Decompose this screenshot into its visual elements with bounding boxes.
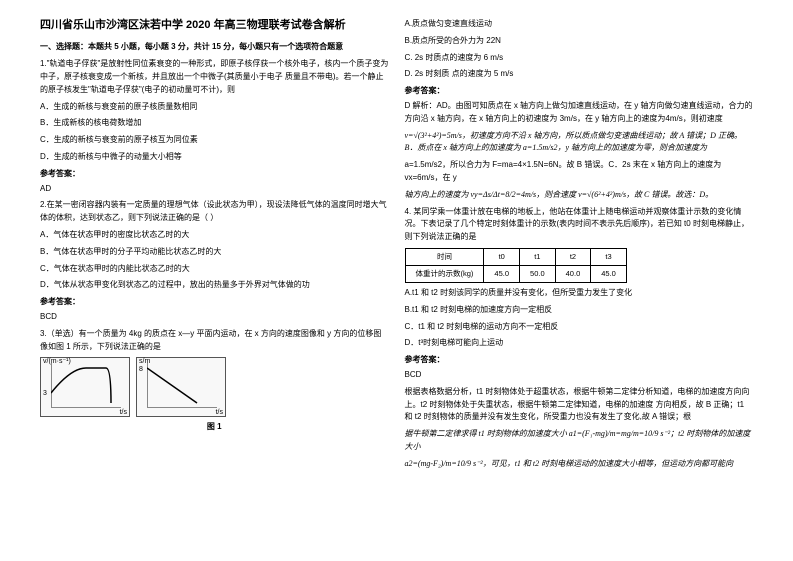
table-cell: t3 bbox=[591, 248, 627, 265]
q4-explain-1: 根据表格数据分析，t1 时刻物体处于超重状态，根据牛顿第二定律分析知道，电梯的加… bbox=[405, 386, 754, 424]
explain-1: D 解析：AD。由图可知质点在 x 轴方向上做匀加速直线运动，在 y 轴方向做匀… bbox=[405, 100, 754, 126]
line-icon bbox=[147, 363, 217, 408]
displacement-graph: s/m t/s 8 bbox=[136, 357, 226, 417]
data-table: 时间 t0 t1 t2 t3 体重计的示数(kg) 45.0 50.0 40.0… bbox=[405, 248, 627, 283]
q4-opt-b: B.t1 和 t2 时刻电梯的加速度方向一定相反 bbox=[405, 304, 754, 317]
table-cell: 45.0 bbox=[484, 265, 520, 282]
answer-head: 参考答案： bbox=[405, 354, 754, 367]
table-cell: t0 bbox=[484, 248, 520, 265]
q4-explain-3: a2=(mg-F₂)/m=10/9 s⁻²，可见，t1 和 t2 时刻电梯运动的… bbox=[405, 458, 754, 471]
q3-opt-b: B.质点所受的合外力为 22N bbox=[405, 35, 754, 48]
explain-3: a=1.5m/s2，所以合力为 F=ma=4×1.5N=6N。故 B 错误。C．… bbox=[405, 159, 754, 185]
q1-opt-b: B．生成新核的核电荷数增加 bbox=[40, 117, 389, 130]
right-column: A.质点做匀变速直线运动 B.质点所受的合外力为 22N C. 2s 时质点的速… bbox=[397, 18, 762, 543]
q2-opt-a: A．气体在状态甲时的密度比状态乙时的大 bbox=[40, 229, 389, 242]
q2-stem: 2.在某一密闭容器内装有一定质量的理想气体（设此状态为甲），现设法降低气体的温度… bbox=[40, 199, 389, 225]
q1-stem: 1."轨道电子俘获"是放射性同位素衰变的一种形式，即原子核俘获一个核外电子，核内… bbox=[40, 58, 389, 96]
ytick: 8 bbox=[139, 364, 143, 375]
x-axis-label: t/s bbox=[216, 407, 223, 418]
section-head: 一、选择题：本题共 5 小题，每小题 3 分，共计 15 分，每小题只有一个选项… bbox=[40, 41, 389, 54]
table-cell: 时间 bbox=[405, 248, 484, 265]
q2-opt-b: B．气体在状态甲时的分子平均动能比状态乙时的大 bbox=[40, 246, 389, 259]
table-cell: 体重计的示数(kg) bbox=[405, 265, 484, 282]
table-cell: 40.0 bbox=[555, 265, 591, 282]
table-cell: 50.0 bbox=[520, 265, 556, 282]
explain-4: 轴方向上的速度为 vy=Δs/Δt=8/2=4m/s，则合速度 v=√(6²+4… bbox=[405, 189, 754, 202]
table-cell: t1 bbox=[520, 248, 556, 265]
q3-stem: 3.（单选）有一个质量为 4kg 的质点在 x—y 平面内运动，在 x 方向的速… bbox=[40, 328, 389, 354]
answer-head: 参考答案： bbox=[40, 296, 389, 309]
answer-head: 参考答案： bbox=[405, 85, 754, 98]
q2-opt-c: C．气体在状态甲时的内能比状态乙时的大 bbox=[40, 263, 389, 276]
q1-answer: AD bbox=[40, 183, 389, 196]
q1-opt-c: C．生成的新核与衰变前的原子核互为同位素 bbox=[40, 134, 389, 147]
q3-opt-c: C. 2s 时质点的速度为 6 m/s bbox=[405, 52, 754, 65]
q4-opt-a: A.t1 和 t2 时刻该同学的质量并没有变化，但所受重力发生了变化 bbox=[405, 287, 754, 300]
q1-opt-d: D．生成的新核与中微子的动量大小相等 bbox=[40, 151, 389, 164]
table-row: 时间 t0 t1 t2 t3 bbox=[405, 248, 626, 265]
answer-head: 参考答案： bbox=[40, 168, 389, 181]
q3-opt-a: A.质点做匀变速直线运动 bbox=[405, 18, 754, 31]
ytick: 3 bbox=[43, 388, 47, 399]
velocity-graph: v/(m·s⁻¹) t/s 3 bbox=[40, 357, 130, 417]
q2-opt-d: D．气体从状态甲变化到状态乙的过程中，放出的热量多于外界对气体做的功 bbox=[40, 279, 389, 292]
q4-opt-c: C．t1 和 t2 时刻电梯的运动方向不一定相反 bbox=[405, 321, 754, 334]
q4-stem: 4. 某同学乘一体重计放在电梯的地板上，他站在体重计上随电梯运动并观察体重计示数… bbox=[405, 206, 754, 244]
graph-container: v/(m·s⁻¹) t/s 3 s/m t/s 8 图 1 bbox=[40, 357, 389, 434]
q1-opt-a: A．生成的新核与衰变前的原子核质量数相同 bbox=[40, 101, 389, 114]
doc-title: 四川省乐山市沙湾区沫若中学 2020 年高三物理联考试卷含解析 bbox=[40, 18, 389, 33]
explain-2: v=√(3²+4²)=5m/s，初速度方向不沿 x 轴方向，所以质点做匀变速曲线… bbox=[405, 130, 754, 156]
x-axis-label: t/s bbox=[120, 407, 127, 418]
q2-answer: BCD bbox=[40, 311, 389, 324]
q4-explain-2: 据牛顿第二定律求得 t1 时刻物体的加速度大小 a1=(F₁-mg)/m=mg/… bbox=[405, 428, 754, 454]
graph-caption: 图 1 bbox=[40, 421, 389, 434]
curve-icon bbox=[51, 363, 121, 408]
left-column: 四川省乐山市沙湾区沫若中学 2020 年高三物理联考试卷含解析 一、选择题：本题… bbox=[32, 18, 397, 543]
q4-opt-d: D．t³时刻电梯可能向上运动 bbox=[405, 337, 754, 350]
table-cell: t2 bbox=[555, 248, 591, 265]
table-row: 体重计的示数(kg) 45.0 50.0 40.0 45.0 bbox=[405, 265, 626, 282]
q3-opt-d: D. 2s 时刻质 点的速度为 5 m/s bbox=[405, 68, 754, 81]
table-cell: 45.0 bbox=[591, 265, 627, 282]
q4-answer: BCD bbox=[405, 369, 754, 382]
